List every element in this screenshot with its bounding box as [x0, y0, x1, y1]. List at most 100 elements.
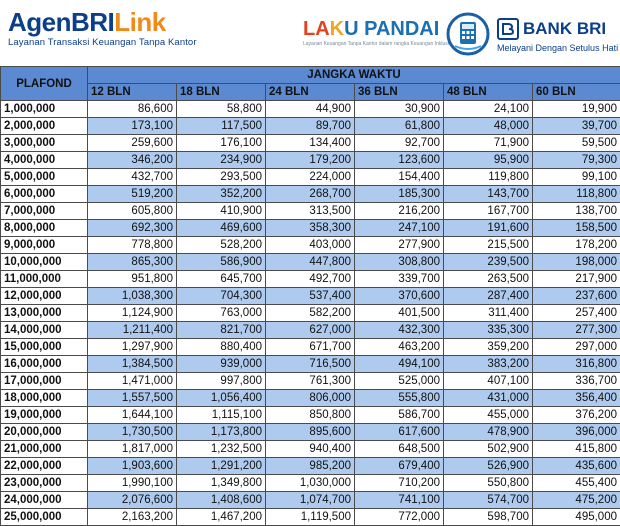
- bank-tagline: Melayani Dengan Setulus Hati: [497, 43, 618, 53]
- installment-cell: 257,400: [533, 305, 620, 322]
- laku-title-part1: LA: [303, 18, 330, 40]
- installment-cell: 1,030,000: [266, 475, 355, 492]
- installment-cell: 234,900: [177, 152, 266, 169]
- installment-cell: 1,471,000: [88, 373, 177, 390]
- installment-cell: 179,200: [266, 152, 355, 169]
- installment-cell: 806,000: [266, 390, 355, 407]
- plafond-cell: 4,000,000: [1, 152, 88, 169]
- installment-cell: 526,900: [444, 458, 533, 475]
- installment-cell: 985,200: [266, 458, 355, 475]
- installment-cell: 1,211,400: [88, 322, 177, 339]
- installment-cell: 86,600: [88, 101, 177, 118]
- installment-cell: 308,800: [355, 254, 444, 271]
- bank-bri-logo: BANK BRI Melayani Dengan Setulus Hati: [497, 18, 618, 53]
- installment-cell: 352,200: [177, 186, 266, 203]
- installment-cell: 2,163,200: [88, 509, 177, 526]
- installment-cell: 99,100: [533, 169, 620, 186]
- installment-cell: 247,100: [355, 220, 444, 237]
- installment-cell: 335,300: [444, 322, 533, 339]
- installment-cell: 627,000: [266, 322, 355, 339]
- plafond-cell: 6,000,000: [1, 186, 88, 203]
- installment-cell: 339,700: [355, 271, 444, 288]
- installment-cell: 763,000: [177, 305, 266, 322]
- installment-cell: 19,900: [533, 101, 620, 118]
- installment-cell: 997,800: [177, 373, 266, 390]
- tenor-column-header: 18 BLN: [177, 84, 266, 101]
- installment-cell: 1,038,300: [88, 288, 177, 305]
- installment-cell: 198,000: [533, 254, 620, 271]
- installment-cell: 778,800: [88, 237, 177, 254]
- installment-cell: 30,900: [355, 101, 444, 118]
- installment-cell: 1,297,900: [88, 339, 177, 356]
- installment-cell: 671,700: [266, 339, 355, 356]
- installment-cell: 880,400: [177, 339, 266, 356]
- installment-cell: 645,700: [177, 271, 266, 288]
- installment-cell: 455,400: [533, 475, 620, 492]
- laku-title-part3: U PANDAI: [344, 18, 439, 40]
- installment-cell: 586,700: [355, 407, 444, 424]
- installment-cell: 586,900: [177, 254, 266, 271]
- installment-cell: 359,200: [444, 339, 533, 356]
- installment-cell: 951,800: [88, 271, 177, 288]
- plafond-cell: 7,000,000: [1, 203, 88, 220]
- plafond-cell: 8,000,000: [1, 220, 88, 237]
- installment-cell: 679,400: [355, 458, 444, 475]
- installment-cell: 401,500: [355, 305, 444, 322]
- installment-cell: 1,232,500: [177, 441, 266, 458]
- plafond-cell: 20,000,000: [1, 424, 88, 441]
- installment-cell: 117,500: [177, 118, 266, 135]
- installment-cell: 432,300: [355, 322, 444, 339]
- installment-cell: 95,900: [444, 152, 533, 169]
- installment-cell: 1,291,200: [177, 458, 266, 475]
- laku-title-part2: K: [330, 18, 344, 40]
- installment-cell: 224,000: [266, 169, 355, 186]
- installment-cell: 528,200: [177, 237, 266, 254]
- installment-cell: 79,300: [533, 152, 620, 169]
- installment-cell: 277,300: [533, 322, 620, 339]
- plafond-cell: 16,000,000: [1, 356, 88, 373]
- installment-cell: 1,056,400: [177, 390, 266, 407]
- bri-mark-icon: [497, 18, 519, 40]
- installment-cell: 710,200: [355, 475, 444, 492]
- installment-cell: 865,300: [88, 254, 177, 271]
- installment-cell: 158,500: [533, 220, 620, 237]
- installment-cell: 71,900: [444, 135, 533, 152]
- plafond-cell: 22,000,000: [1, 458, 88, 475]
- plafond-cell: 5,000,000: [1, 169, 88, 186]
- tenor-column-header: 48 BLN: [444, 84, 533, 101]
- installment-cell: 119,800: [444, 169, 533, 186]
- installment-cell: 502,900: [444, 441, 533, 458]
- installment-cell: 1,817,000: [88, 441, 177, 458]
- installment-cell: 167,700: [444, 203, 533, 220]
- installment-cell: 895,600: [266, 424, 355, 441]
- plafond-cell: 13,000,000: [1, 305, 88, 322]
- brand-name-part2: Link: [114, 7, 165, 37]
- installment-cell: 431,000: [444, 390, 533, 407]
- installment-cell: 185,300: [355, 186, 444, 203]
- installment-cell: 1,074,700: [266, 492, 355, 509]
- installment-cell: 475,200: [533, 492, 620, 509]
- installment-cell: 1,990,100: [88, 475, 177, 492]
- installment-cell: 850,800: [266, 407, 355, 424]
- installment-cell: 58,800: [177, 101, 266, 118]
- installment-cell: 336,700: [533, 373, 620, 390]
- plafond-cell: 21,000,000: [1, 441, 88, 458]
- installment-cell: 574,700: [444, 492, 533, 509]
- installment-cell: 435,600: [533, 458, 620, 475]
- installment-cell: 1,408,600: [177, 492, 266, 509]
- installment-cell: 494,100: [355, 356, 444, 373]
- installment-cell: 191,600: [444, 220, 533, 237]
- brand-tagline: Layanan Transaksi Keuangan Tanpa Kantor: [8, 37, 197, 48]
- installment-cell: 2,076,600: [88, 492, 177, 509]
- plafond-header: PLAFOND: [1, 67, 88, 101]
